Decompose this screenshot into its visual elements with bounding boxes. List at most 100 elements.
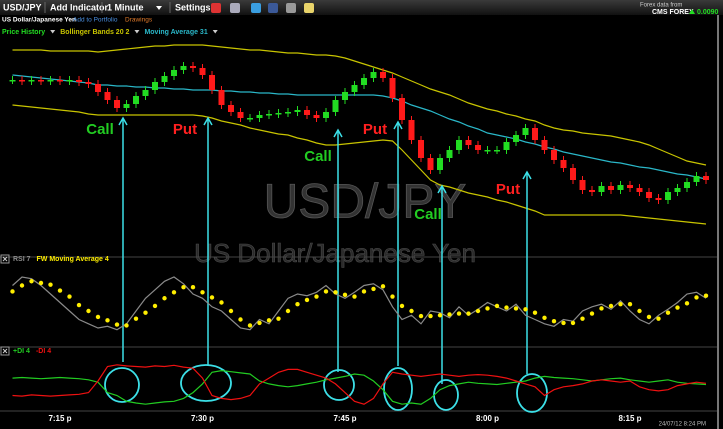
legend-entry: +DI 4 bbox=[13, 348, 30, 355]
indicator-dot bbox=[627, 302, 633, 307]
candle-body bbox=[66, 80, 73, 82]
candle-body bbox=[275, 113, 282, 115]
timestamp: 24/07/12 8:24 PM bbox=[659, 422, 706, 428]
candle-body bbox=[294, 110, 301, 112]
candle-body bbox=[494, 150, 500, 152]
candle-body bbox=[332, 100, 339, 112]
legend-dropdown bbox=[50, 30, 56, 34]
candle-body bbox=[28, 80, 35, 82]
toolbar-icons bbox=[211, 3, 314, 13]
icon[interactable] bbox=[304, 3, 314, 13]
change: 0.0090 bbox=[697, 9, 719, 16]
indicator-dot bbox=[190, 285, 196, 290]
arrow-head bbox=[203, 116, 213, 126]
candle-body bbox=[171, 70, 177, 76]
indicator-dot bbox=[276, 316, 281, 321]
indicator-dot bbox=[371, 286, 376, 292]
arrow-head bbox=[522, 170, 532, 180]
candle-body bbox=[646, 192, 652, 198]
signal-label: Call bbox=[86, 121, 114, 138]
indicator-dot bbox=[551, 319, 557, 324]
candle-body bbox=[665, 192, 671, 200]
indicator-dot bbox=[656, 316, 661, 321]
candle-body bbox=[465, 140, 472, 145]
candle-body bbox=[513, 135, 519, 142]
candle-body bbox=[228, 105, 234, 112]
arrow-head bbox=[333, 128, 343, 138]
candle-body bbox=[532, 128, 538, 140]
indicator-dot bbox=[181, 285, 186, 290]
candle-body bbox=[190, 66, 196, 68]
signal-label: Put bbox=[496, 181, 520, 198]
indicator-dot bbox=[703, 293, 709, 298]
candle-body bbox=[456, 140, 462, 150]
candle-body bbox=[218, 90, 225, 105]
indicator-dot bbox=[646, 314, 652, 320]
icon[interactable] bbox=[268, 3, 278, 13]
icon[interactable] bbox=[211, 3, 221, 13]
indicator-dot bbox=[589, 311, 595, 316]
close-x bbox=[2, 348, 8, 354]
indicator-dot bbox=[532, 310, 538, 315]
indicator-dot bbox=[599, 306, 604, 311]
candle-body bbox=[304, 110, 310, 115]
legend-entry: RSI 7 bbox=[13, 256, 31, 263]
candle-body bbox=[142, 90, 149, 96]
add-indicator[interactable]: Add Indicator bbox=[50, 2, 108, 12]
signal-label: Call bbox=[414, 206, 442, 223]
indicator-dot bbox=[143, 310, 148, 315]
indicator-dot bbox=[323, 289, 329, 294]
candle-body bbox=[475, 145, 481, 150]
indicator-dot bbox=[608, 303, 614, 309]
candle-body bbox=[38, 80, 44, 82]
candle-body bbox=[589, 190, 595, 192]
indicator-dot bbox=[48, 282, 53, 287]
instrument-name: US Dollar/Japanese Yen bbox=[2, 17, 76, 24]
indicator-dot bbox=[352, 294, 357, 299]
indicator-dot bbox=[342, 292, 348, 298]
candle-body bbox=[684, 182, 690, 188]
arrow-head bbox=[393, 120, 403, 130]
candle-body bbox=[180, 66, 187, 70]
close-box bbox=[0, 254, 10, 264]
indicator-dot bbox=[665, 310, 671, 315]
indicator-dot bbox=[19, 283, 25, 288]
candle-body bbox=[351, 85, 358, 92]
icon[interactable] bbox=[230, 3, 240, 13]
indicator-dot bbox=[10, 289, 15, 294]
indicator-dot bbox=[618, 302, 623, 307]
icon[interactable] bbox=[286, 3, 296, 13]
dropdown-arrow[interactable] bbox=[156, 6, 162, 10]
indicator-dot bbox=[238, 317, 243, 322]
settings[interactable]: Settings bbox=[175, 2, 211, 12]
close-x bbox=[2, 256, 8, 262]
indicator-dot bbox=[542, 315, 547, 320]
drawings[interactable]: Drawings bbox=[125, 17, 153, 24]
candle-body bbox=[608, 186, 614, 190]
candle-body bbox=[256, 115, 263, 118]
x-tick-label: 8:15 p bbox=[618, 414, 641, 423]
candle-body bbox=[579, 180, 586, 190]
candle-body bbox=[636, 188, 643, 192]
candle-body bbox=[342, 92, 348, 100]
indicator-dot bbox=[561, 320, 566, 326]
indicator-dot bbox=[409, 308, 414, 314]
provider: CMS FOREX bbox=[652, 9, 694, 16]
interval[interactable]: 1 Minute bbox=[107, 2, 144, 12]
candle-body bbox=[674, 188, 681, 192]
candle-body bbox=[266, 114, 272, 116]
indicator-dot bbox=[684, 301, 690, 306]
candle-body bbox=[503, 142, 510, 150]
indicator-dot bbox=[580, 316, 585, 321]
symbol[interactable]: USD/JPY bbox=[3, 2, 42, 12]
candle-body bbox=[247, 118, 253, 120]
indicator-dot bbox=[428, 313, 433, 319]
band-line bbox=[12, 74, 707, 180]
add-to-portfolio[interactable]: Add to Portfolio bbox=[73, 17, 118, 24]
candle-body bbox=[427, 158, 434, 170]
candle-body bbox=[570, 168, 576, 180]
icon[interactable] bbox=[251, 3, 261, 13]
candle-body bbox=[560, 160, 567, 168]
legend-entry: Bollinger Bands 20 2 bbox=[60, 29, 129, 36]
indicator-dot bbox=[285, 308, 291, 314]
